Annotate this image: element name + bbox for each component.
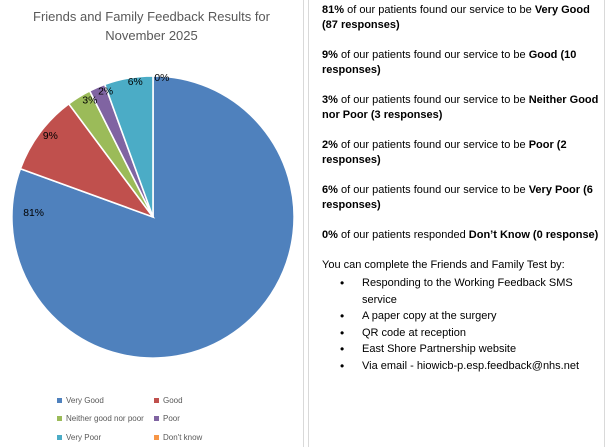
- panel-divider: [308, 0, 309, 447]
- panel-divider: [303, 0, 304, 447]
- summary-paragraphs: 81% of our patients found our service to…: [322, 3, 604, 243]
- summary-panel: 81% of our patients found our service to…: [322, 3, 604, 374]
- pie-percent-label: 9%: [43, 131, 58, 142]
- legend-item: Good: [154, 396, 202, 405]
- list-item: Responding to the Working Feedback SMS s…: [322, 275, 604, 308]
- chart-title-line2: November 2025: [105, 28, 198, 43]
- summary-paragraph: 6% of our patients found our service to …: [322, 184, 593, 211]
- legend-item: Don't know: [154, 433, 202, 442]
- legend-item: Neither good nor poor: [57, 414, 154, 423]
- pie-chart-area: 81% 9% 3% 2% 6% 0%: [5, 69, 301, 365]
- pie-percent-label: 81%: [23, 208, 44, 219]
- legend-swatch: [154, 416, 159, 422]
- right-edge-divider: [604, 0, 605, 447]
- summary-paragraph: 2% of our patients found our service to …: [322, 139, 567, 166]
- chart-title-line1: Friends and Family Feedback Results for: [33, 9, 270, 24]
- legend-label: Poor: [163, 414, 180, 424]
- pie-percent-label: 6%: [128, 77, 143, 88]
- chart-legend: Very Good Good Neither good nor poor Poor Ve…: [57, 391, 202, 447]
- pie-percent-label: 2%: [98, 87, 113, 98]
- legend-swatch: [57, 397, 62, 403]
- list-item: QR code at reception: [322, 325, 604, 342]
- summary-paragraph: 0% of our patients responded Don’t Know …: [322, 229, 599, 241]
- pie-slice: [19, 102, 156, 219]
- legend-label: Don't know: [163, 432, 203, 442]
- chart-title: Friends and Family Feedback Results for …: [12, 7, 291, 45]
- legend-label: Neither good nor poor: [66, 414, 144, 424]
- legend-item: Very Good: [57, 396, 154, 405]
- pie-slice: [103, 75, 154, 218]
- legend-label: Very Poor: [66, 432, 102, 442]
- legend-item: Poor: [154, 414, 202, 423]
- feedback-methods-list: Responding to the Working Feedback SMS s…: [322, 275, 604, 374]
- summary-paragraph: 3% of our patients found our service to …: [322, 94, 599, 121]
- legend-swatch: [154, 397, 159, 403]
- legend-label: Very Good: [66, 395, 104, 405]
- list-item: Via email - hiowicb-p.esp.feedback@nhs.n…: [322, 358, 604, 375]
- legend-swatch: [57, 434, 62, 440]
- legend-label: Good: [163, 395, 183, 405]
- summary-paragraph: 9% of our patients found our service to …: [322, 49, 577, 76]
- bullets-intro: You can complete the Friends and Family …: [322, 259, 565, 271]
- legend-swatch: [57, 416, 62, 422]
- list-item: A paper copy at the surgery: [322, 308, 604, 325]
- pie-chart-panel: Friends and Family Feedback Results for …: [0, 0, 303, 447]
- pie-chart: 81% 9% 3%2% 6% 0%: [11, 73, 295, 359]
- list-item: East Shore Partnership website: [322, 341, 604, 358]
- pie-slice: [11, 75, 295, 359]
- summary-paragraph: 81% of our patients found our service to…: [322, 4, 590, 31]
- legend-swatch: [154, 434, 159, 440]
- legend-item: Very Poor: [57, 433, 154, 442]
- pie-percent-label: 0%: [154, 73, 169, 84]
- pie-percent-label: 3%: [82, 96, 97, 107]
